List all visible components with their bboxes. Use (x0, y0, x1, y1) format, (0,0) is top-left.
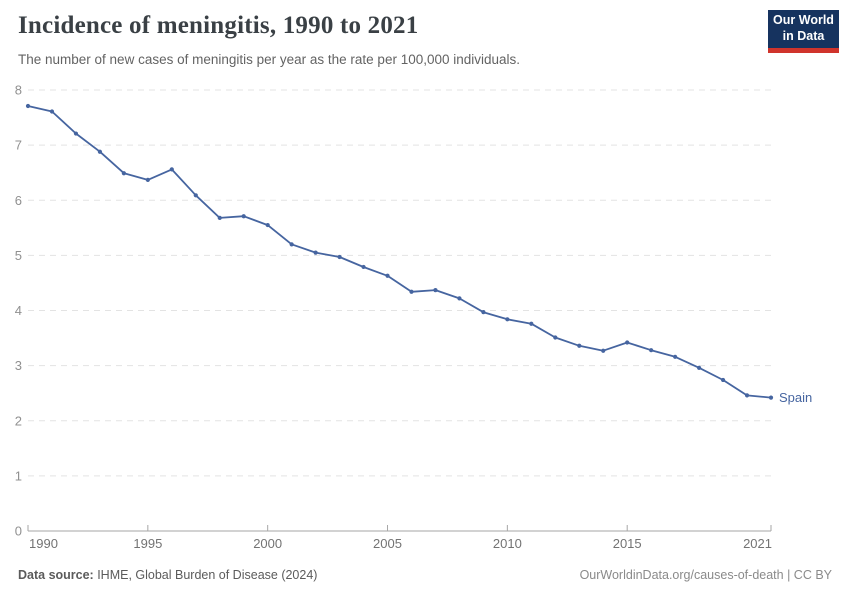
data-point-2010[interactable] (505, 317, 510, 322)
data-point-1998[interactable] (217, 215, 222, 220)
y-axis-label-6: 6 (15, 193, 22, 208)
data-point-2014[interactable] (601, 348, 606, 353)
data-point-1994[interactable] (121, 171, 126, 176)
data-point-1999[interactable] (241, 214, 246, 219)
data-point-2002[interactable] (313, 250, 318, 255)
data-point-2019[interactable] (720, 377, 726, 383)
owid-logo-line2: in Data (782, 29, 825, 43)
data-point-1997[interactable] (193, 193, 198, 198)
data-point-2017[interactable] (673, 354, 678, 359)
data-point-2013[interactable] (577, 343, 582, 348)
y-axis-label-8: 8 (15, 83, 22, 98)
x-axis-label-2005: 2005 (373, 536, 402, 551)
y-axis-label-2: 2 (15, 413, 22, 428)
y-axis-label-1: 1 (15, 468, 22, 483)
x-axis-label-2015: 2015 (613, 536, 642, 551)
line-series-spain[interactable] (27, 105, 772, 399)
data-point-2016[interactable] (649, 348, 654, 353)
x-axis-label-1990: 1990 (29, 536, 58, 551)
data-point-2004[interactable] (361, 264, 366, 270)
data-point-1992[interactable] (73, 131, 79, 136)
owid-logo[interactable]: Our World in Data (768, 10, 839, 53)
data-point-2011[interactable] (529, 321, 534, 326)
data-point-2015[interactable] (625, 340, 630, 345)
data-point-2009[interactable] (481, 310, 486, 315)
data-point-2006[interactable] (409, 289, 414, 294)
data-point-1996[interactable] (169, 167, 174, 172)
chart-canvas[interactable]: 0 1 2 3 4 5 6 7 8 1990 1995 2000 2005 2010 2015 2021 Spa… (0, 80, 850, 560)
data-point-2008[interactable] (457, 296, 462, 301)
data-point-2018[interactable] (696, 365, 702, 370)
data-point-2001[interactable] (289, 242, 294, 247)
x-axis-label-2010: 2010 (493, 536, 522, 551)
data-source-label: Data source: (18, 568, 94, 582)
data-point-2003[interactable] (337, 254, 342, 260)
data-point-2000[interactable] (265, 222, 270, 228)
data-point-2007[interactable] (433, 288, 438, 293)
data-point-1995[interactable] (145, 177, 150, 182)
chart-subtitle: The number of new cases of meningitis pe… (18, 52, 521, 67)
data-point-2021[interactable] (768, 395, 774, 400)
data-source-text: IHME, Global Burden of Disease (2024) (93, 568, 318, 582)
data-point-1993[interactable] (97, 149, 103, 154)
y-axis-label-7: 7 (15, 138, 22, 153)
data-point-1991[interactable] (49, 109, 55, 114)
data-point-2005[interactable] (385, 273, 390, 278)
y-axis-label-5: 5 (15, 248, 22, 263)
page-title: Incidence of meningitis, 1990 to 2021 (18, 12, 419, 39)
data-source-note: Data source: IHME, Global Burden of Dise… (18, 568, 317, 582)
chart-footer: Data source: IHME, Global Burden of Dise… (18, 568, 832, 582)
y-axis-label-0: 0 (15, 524, 22, 539)
owid-logo-line1: Our World (773, 13, 834, 28)
x-axis-label-1995: 1995 (133, 536, 162, 551)
data-point-2012[interactable] (553, 335, 558, 340)
y-axis-label-3: 3 (15, 358, 22, 373)
x-axis-label-2000: 2000 (253, 536, 282, 551)
x-axis-label-2021: 2021 (743, 536, 772, 551)
data-point-1990[interactable] (25, 103, 31, 109)
footer-credit-link[interactable]: OurWorldinData.org/causes-of-death | CC … (579, 568, 832, 582)
series-label-spain: Spain (779, 390, 812, 405)
data-point-2020[interactable] (744, 393, 750, 398)
y-axis-label-4: 4 (15, 303, 22, 318)
